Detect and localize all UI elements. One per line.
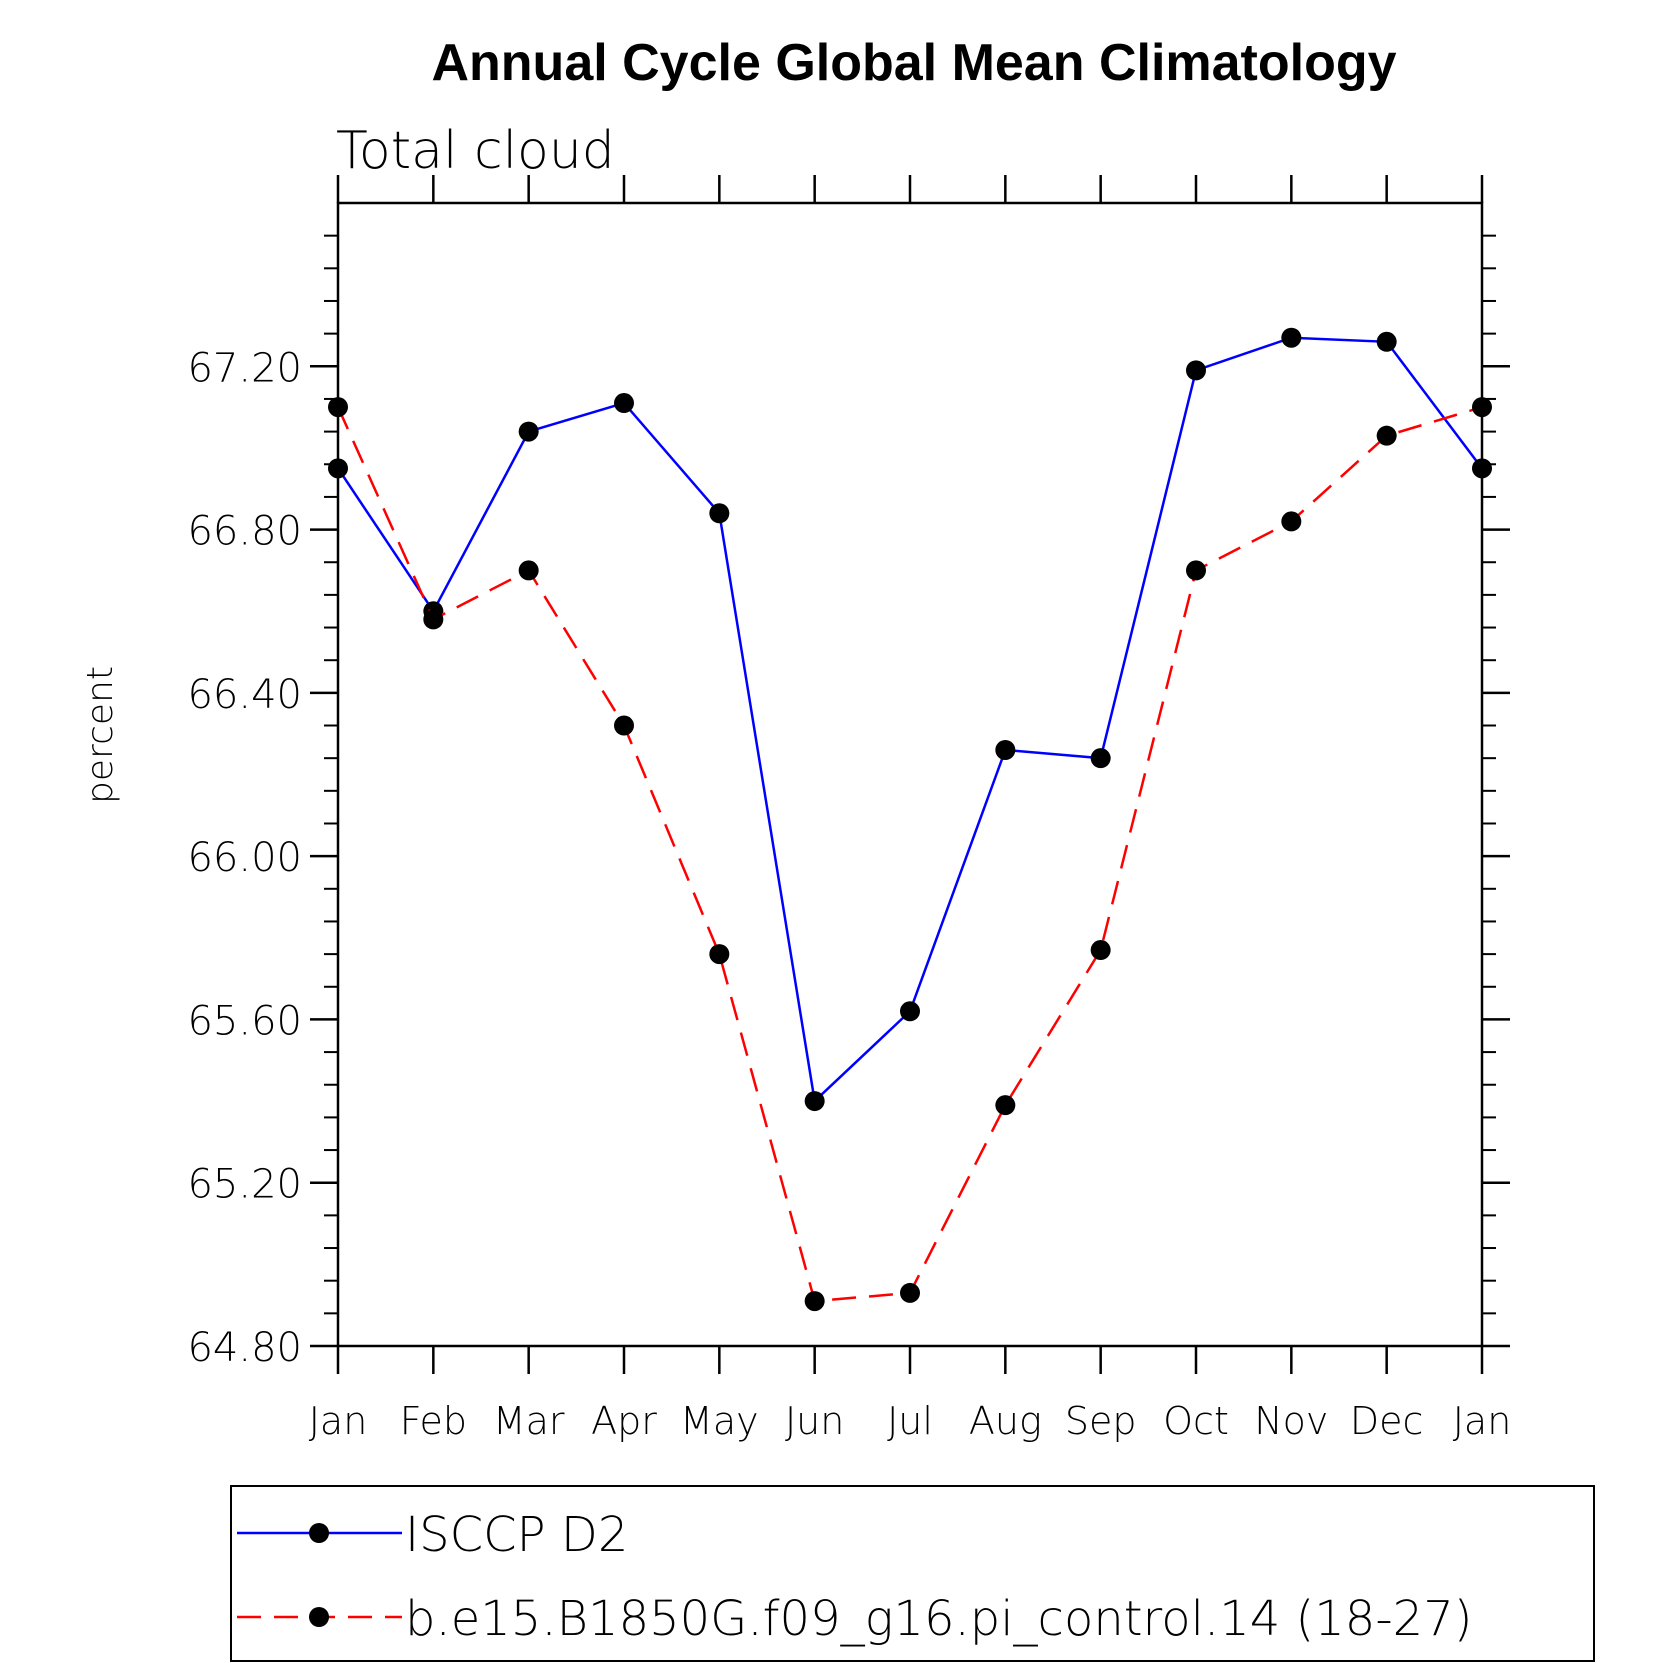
chart-title: Annual Cycle Global Mean Climatology [431, 34, 1396, 92]
y-tick-label: 66.00 [187, 835, 302, 881]
data-point [1281, 511, 1302, 532]
data-point [614, 715, 634, 736]
series-line-0 [336, 336, 1483, 1104]
data-point [1376, 331, 1397, 352]
series-layer [328, 327, 1492, 1312]
data-point [328, 458, 348, 479]
y-tick-label: 66.80 [187, 509, 302, 555]
x-tick-label: Jun [785, 1399, 844, 1443]
data-point [804, 1091, 825, 1112]
x-tick-label: Dec [1350, 1399, 1424, 1443]
axis-ticks: 64.80 65.20 65.60 66.00 66.40 66.80 67.20 Jan Fe… [187, 175, 1511, 1443]
data-point [709, 503, 730, 524]
x-tick-label: Mar [493, 1399, 565, 1443]
data-point [804, 1291, 825, 1312]
data-point [1090, 940, 1111, 961]
data-point [1376, 425, 1397, 446]
x-tick-label: Nov [1254, 1399, 1328, 1443]
data-point [1281, 327, 1302, 348]
data-point [518, 560, 539, 581]
x-tick-label: Feb [400, 1399, 467, 1443]
y-tick-label: 65.60 [187, 998, 302, 1044]
data-point [1472, 458, 1492, 479]
legend-label-0: ISCCP D2 [405, 1507, 628, 1563]
legend-box [230, 1485, 1595, 1662]
legend-marker [309, 1523, 329, 1543]
data-point [709, 944, 730, 965]
legend-marker [309, 1607, 329, 1627]
legend-label-1: b.e15.B1850G.f09_g16.pi_control.14 (18-2… [405, 1591, 1472, 1647]
data-point [518, 421, 539, 442]
chart-subtitle: Total cloud [336, 121, 615, 181]
data-point [900, 1282, 920, 1303]
x-tick-label: Jan [309, 1399, 368, 1443]
data-point [995, 740, 1016, 761]
y-tick-label: 64.80 [187, 1325, 302, 1371]
x-tick-label: Sep [1065, 1399, 1137, 1443]
y-tick-label: 65.20 [187, 1162, 302, 1208]
data-point [900, 1001, 920, 1022]
x-tick-label: Jan [1453, 1399, 1512, 1443]
data-point [614, 393, 634, 414]
y-tick-label: 66.40 [187, 672, 302, 718]
y-axis-label: percent [80, 666, 121, 804]
data-point [423, 609, 444, 630]
x-tick-label: Oct [1163, 1399, 1229, 1443]
x-tick-label: May [680, 1399, 759, 1443]
data-point [328, 397, 348, 418]
x-tick-label: Jul [887, 1399, 933, 1443]
data-point [995, 1095, 1016, 1116]
data-point [1186, 360, 1206, 381]
legend: ISCCP D2 b.e15.B1850G.f09_g16.pi_control.… [230, 1485, 1595, 1662]
series-line-1 [336, 405, 1483, 1303]
data-point [1090, 748, 1111, 769]
y-tick-label: 67.20 [187, 345, 302, 391]
x-tick-label: Apr [591, 1399, 657, 1443]
plot-frame [336, 201, 1484, 1348]
data-point [1472, 397, 1492, 418]
data-point [1186, 560, 1206, 581]
x-tick-label: Aug [969, 1399, 1042, 1443]
